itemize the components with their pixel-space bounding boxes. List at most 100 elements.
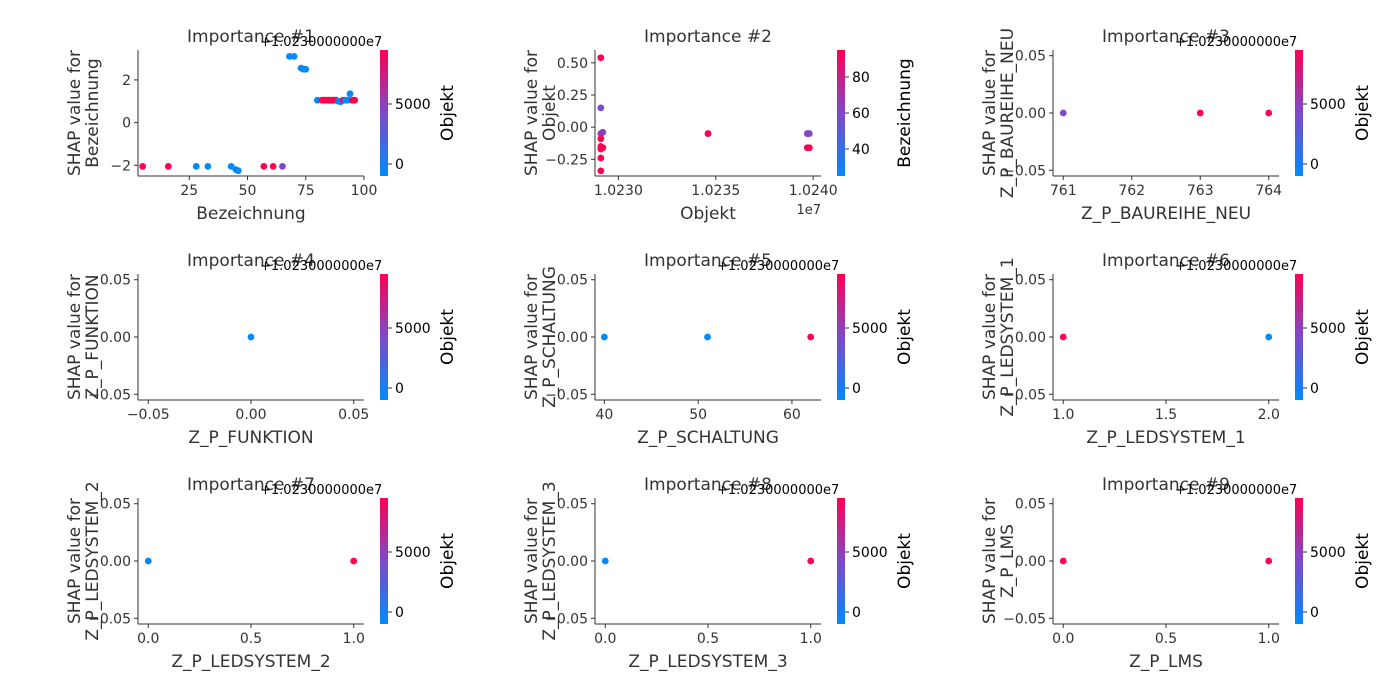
x-tick-label: 0.00 — [235, 407, 266, 423]
x-tick-label: 0.0 — [137, 631, 159, 647]
x-tick-label: 25 — [180, 183, 198, 199]
y-axis-label-line1: SHAP value for — [980, 50, 1000, 176]
subplot-9: Importance #9 0.0 0.5 1.0 −0.05 0.00 0.05 Z_P_L… — [980, 475, 1373, 672]
y-tick-label: 0.05 — [1015, 273, 1046, 289]
scatter-point — [805, 144, 813, 152]
colorbar-tick-label: 5000 — [395, 545, 431, 561]
colorbar-tick-label: 5000 — [1310, 97, 1346, 113]
colorbar-label: Bezeichnung — [895, 58, 915, 167]
subplot-title: Importance #7 — [187, 475, 315, 495]
scatter-point — [302, 65, 310, 73]
y-tick-label: 0.00 — [1015, 554, 1046, 570]
scatter-point — [807, 333, 815, 341]
x-axis-label: Z_P_LEDSYSTEM_3 — [628, 652, 787, 672]
scatter-point — [344, 96, 352, 104]
y-tick-label: 0.05 — [100, 497, 131, 513]
colorbar-tick-label: 0 — [1310, 157, 1319, 173]
colorbar-tick-label: 0 — [395, 157, 404, 173]
x-tick-label: 0.5 — [240, 631, 262, 647]
colorbar-tick-label: 60 — [852, 106, 870, 122]
y-tick-label: 0.00 — [557, 554, 588, 570]
colorbar — [837, 274, 845, 400]
y-offset-text: +1.0230000000e7 — [1175, 259, 1297, 274]
subplot-title: Importance #6 — [1102, 251, 1230, 271]
x-tick-label: 0.0 — [1052, 631, 1074, 647]
scatter-point — [286, 53, 293, 60]
y-tick-label: 0.00 — [557, 120, 588, 136]
scatter-point — [601, 557, 609, 565]
colorbar-label: Objekt — [895, 533, 915, 589]
x-axis-label: Z_P_LMS — [1129, 652, 1203, 672]
y-tick-label: 0.00 — [1015, 106, 1046, 122]
colorbar-tick-label: 5000 — [1310, 321, 1346, 337]
x-axis-label: Z_P_LEDSYSTEM_2 — [171, 652, 330, 672]
x-tick-label: 100 — [351, 183, 378, 199]
scatter-point — [279, 162, 286, 170]
y-offset-text: +1.0230000000e7 — [717, 259, 839, 274]
colorbar-tick-label: 5000 — [395, 321, 431, 337]
scatter-point — [234, 167, 242, 175]
subplot-7: Importance #70.0 0.5 1.0−0.050.000.05Z_P_L… — [65, 475, 458, 672]
x-tick-label: 763 — [1187, 183, 1214, 199]
x-tick-label: 764 — [1255, 183, 1282, 199]
x-tick-label: 1.0230 — [594, 183, 643, 199]
subplot-title: Importance #8 — [644, 475, 772, 495]
scatter-point — [597, 167, 605, 175]
x-tick-label: 75 — [297, 183, 315, 199]
scatter-point — [204, 162, 212, 170]
y-tick-label: 0.05 — [557, 273, 588, 289]
subplot-title: Importance #4 — [187, 251, 315, 271]
x-offset-text: 1e7 — [796, 203, 821, 218]
scatter-point — [597, 145, 605, 153]
scatter-point — [597, 104, 605, 112]
y-tick-label: −0.05 — [545, 387, 588, 403]
colorbar-tick-label: 5000 — [852, 545, 888, 561]
colorbar-tick-label: 5000 — [852, 321, 888, 337]
scatter-point — [1059, 109, 1067, 117]
x-tick-label: 0.0 — [594, 631, 616, 647]
y-axis-label-line1: SHAP value for — [522, 274, 542, 400]
x-axis-label: Z_P_LEDSYSTEM_1 — [1086, 428, 1245, 448]
subplot-2: Importance #2 1.0230 1.0235 1.0240 −0.25 0.00… — [522, 27, 915, 224]
x-tick-label: 50 — [689, 407, 707, 423]
y-axis-label-line2: Z_P_LMS — [998, 524, 1018, 598]
y-axis-label-line1: SHAP value for — [65, 50, 85, 176]
y-axis-label-line2: Z_P_FUNKTION — [83, 274, 103, 399]
y-tick-label: −0.05 — [1003, 387, 1046, 403]
scatter-point — [805, 130, 813, 137]
y-offset-text: +1.0230000000e7 — [717, 483, 839, 498]
scatter-point — [597, 54, 605, 62]
scatter-point — [1196, 109, 1204, 117]
x-tick-label: 762 — [1118, 183, 1145, 199]
colorbar-tick-label: 5000 — [395, 97, 431, 113]
y-axis-label-line2: Z_P_BAUREIHE_NEU — [998, 28, 1018, 198]
colorbar — [380, 50, 388, 176]
scatter-point — [351, 96, 359, 104]
colorbar-tick-label: 0 — [852, 605, 861, 621]
scatter-point — [1059, 333, 1067, 341]
x-tick-label: 1.0240 — [789, 183, 838, 199]
subplot-5: Importance #540 50 60−0.050.000.05Z_P_SCHA… — [522, 251, 915, 448]
colorbar-tick-label: 40 — [852, 142, 870, 158]
y-tick-label: 0.05 — [1015, 49, 1046, 65]
scatter-point — [1265, 109, 1273, 117]
colorbar-tick-label: 0 — [395, 381, 404, 397]
y-tick-label: 0.00 — [1015, 330, 1046, 346]
x-tick-label: 2.0 — [1258, 407, 1280, 423]
scatter-point — [247, 333, 255, 341]
x-axis-label: Z_P_BAUREIHE_NEU — [1081, 204, 1251, 224]
y-offset-text: +1.0230000000e7 — [260, 35, 382, 50]
scatter-point — [350, 557, 358, 565]
x-tick-label: 1.0 — [1052, 407, 1074, 423]
y-axis-label-line2: Z_P_SCHALTUNG — [540, 266, 560, 408]
y-tick-label: −0.25 — [545, 152, 588, 168]
colorbar — [380, 274, 388, 400]
scatter-point — [314, 96, 321, 104]
x-tick-label: 1.5 — [1155, 407, 1177, 423]
colorbar-tick-label: 0 — [395, 605, 404, 621]
subplot-4: Importance #4−0.05 0.00 0.05−0.050.000.05Z… — [65, 251, 458, 448]
x-axis-label: Z_P_FUNKTION — [188, 428, 313, 448]
y-tick-label: −0.05 — [1003, 611, 1046, 627]
colorbar-label: Objekt — [1353, 85, 1373, 141]
